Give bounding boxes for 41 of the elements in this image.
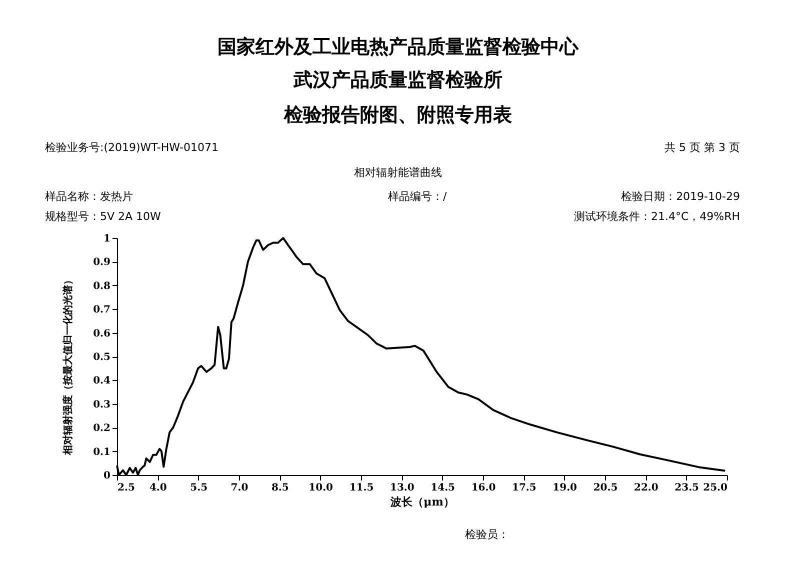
text: 样品名称：发热片 (45, 190, 133, 203)
text: 规格型号：5V 2A 10W (45, 210, 162, 223)
x-tick-label: 13.0 (390, 482, 414, 494)
x-tick-label: 5.5 (190, 482, 208, 494)
y-tick-label: 0.5 (93, 352, 111, 363)
x-tick-label: 19.0 (552, 482, 578, 494)
x-tick-label: 8.5 (271, 482, 289, 494)
y-tick-label: 1 (104, 234, 110, 244)
text: 国家红外及工业电热产品质量监督检验中心 (218, 36, 580, 58)
y-tick-label: 0.3 (93, 399, 111, 410)
x-tick-label: 25.0 (703, 482, 728, 494)
y-tick-label: 0.6 (93, 328, 111, 340)
x-tick-label: 16.0 (471, 482, 496, 494)
x-tick-label: 10.0 (308, 482, 334, 494)
chart-title: 相对辐射能谱曲线 (354, 166, 442, 179)
y-tick-label: 0 (104, 470, 111, 482)
x-tick-label: 20.5 (593, 482, 618, 494)
y-tick-label: 0.4 (93, 376, 111, 387)
text: 检验业务号:(2019)WT-HW-01071 (45, 141, 219, 154)
text: 检验报告附图、附照专用表 (283, 104, 513, 126)
y-axis-title: 相对辐射强度（按最大值归一化的光谱） (62, 275, 74, 456)
y-tick-label: 0.2 (93, 423, 111, 434)
x-tick-label: 2.5 (118, 482, 135, 494)
y-tick-label: 0.7 (93, 304, 111, 316)
y-tick-label: 0.9 (93, 257, 111, 268)
x-tick-label: 14.5 (430, 482, 456, 494)
x-tick-label: 23.5 (674, 482, 700, 494)
x-tick-label: 17.5 (512, 482, 536, 494)
x-tick-label: 7.0 (230, 482, 248, 494)
text: 测试环境条件：21.4°C，49%RH (574, 210, 740, 223)
y-tick-label: 0.1 (93, 446, 110, 458)
text: 检验日期：2019-10-29 (621, 190, 740, 203)
x-tick-label: 22.0 (634, 482, 658, 494)
text: 样品编号：/ (388, 190, 447, 203)
text: 检验员： (465, 528, 509, 541)
x-tick-label: 11.5 (349, 482, 374, 494)
y-tick-label: 0.8 (93, 280, 111, 292)
text: 共 5 页 第 3 页 (664, 141, 740, 154)
x-tick-label: 4.0 (149, 482, 167, 494)
x-axis-title: 波长（μm） (390, 496, 454, 508)
text: 武汉产品质量监督检验所 (292, 69, 502, 91)
